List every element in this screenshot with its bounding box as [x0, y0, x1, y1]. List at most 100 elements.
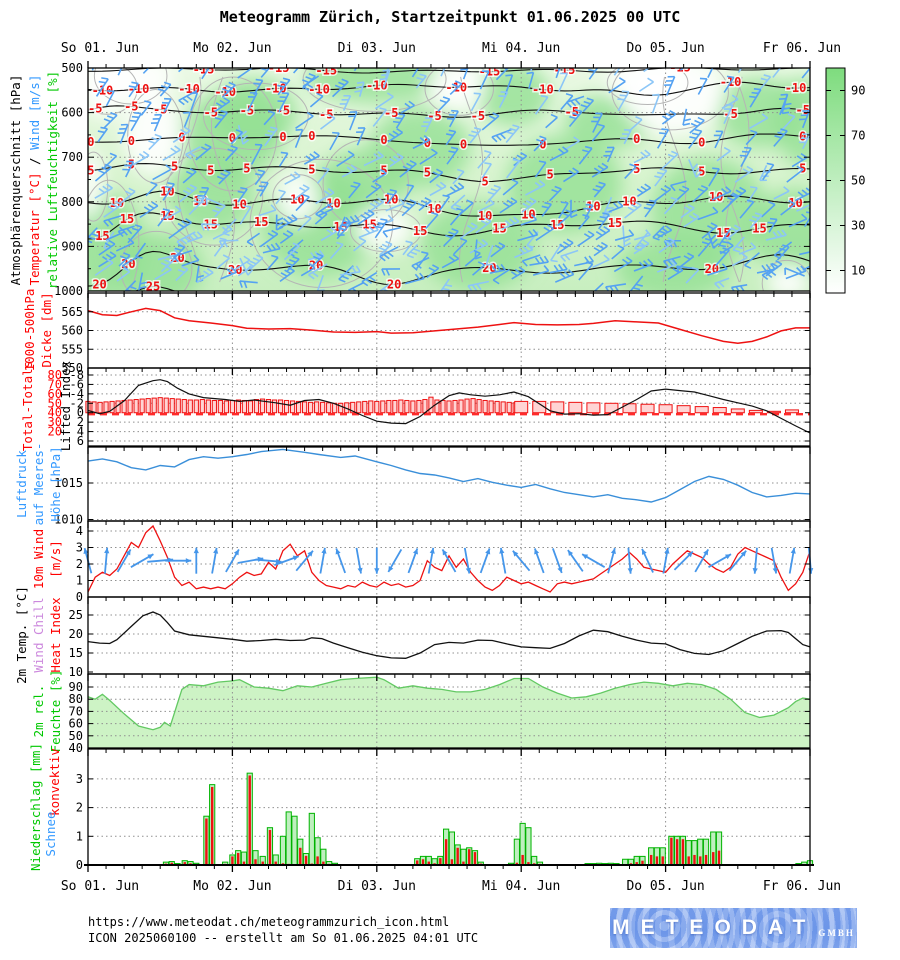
logo-suffix: GMBH: [818, 928, 855, 938]
day-label-bottom: Di 03. Jun: [338, 879, 416, 894]
svg-text:1010: 1010: [54, 513, 83, 527]
contour-label: 15: [752, 221, 766, 235]
contour-label: 0: [128, 134, 135, 148]
precip-convective-bar: [655, 856, 659, 865]
svg-text:Wind Chill: Wind Chill: [31, 597, 46, 672]
svg-text:auf Meeres-: auf Meeres-: [31, 443, 46, 526]
contour-label: 15: [254, 215, 268, 229]
contour-label: -5: [276, 104, 290, 118]
contour-label: 0: [539, 137, 546, 151]
footer-model-info: ICON 2025060100 -- erstellt am So 01.06.…: [88, 931, 479, 945]
svg-text:Temperatur [°C] / Wind [m/s]: Temperatur [°C] / Wind [m/s]: [27, 75, 42, 286]
day-label-top: Mi 04. Jun: [482, 41, 560, 56]
svg-text:20: 20: [69, 627, 83, 641]
axis-label: Total-Totals: [20, 361, 35, 451]
svg-text:10m Wind: 10m Wind: [31, 529, 46, 589]
svg-text:90: 90: [69, 680, 83, 694]
pressure-line: [87, 448, 811, 503]
axis-label: relative Luftfeuchtigkeit [%]: [45, 71, 60, 289]
axis-label: Höhe [hPa]: [48, 446, 63, 521]
contour-label: 10: [326, 196, 340, 210]
colorbar-tick-label: 90: [851, 84, 865, 98]
temp-contour--5: [88, 105, 810, 118]
y-tick-label: 500: [61, 61, 83, 75]
contour-label: 5: [308, 162, 315, 176]
contour-label: 5: [481, 175, 488, 189]
svg-text:2m rel.: 2m rel.: [31, 685, 46, 738]
contour-label: -5: [427, 109, 441, 123]
precip-convective-bar: [693, 854, 696, 865]
temp-contour-5: [88, 163, 810, 183]
svg-text:25: 25: [69, 608, 83, 622]
svg-text:Total-Totals: Total-Totals: [20, 361, 35, 451]
precip-convective-bar: [210, 786, 214, 865]
svg-text:-8: -8: [70, 368, 84, 382]
temperature-contours: -15 -15 -15 -15 -15 -15-10 -10 -10 -10 -10 -10 -10-…: [88, 61, 810, 293]
colorbar-tick-label: 50: [851, 174, 865, 188]
precip-convective-bar: [439, 858, 442, 865]
precip-total-bar: [525, 827, 532, 866]
day-label-bottom: Mo 02. Jun: [193, 879, 271, 894]
svg-text:3: 3: [76, 772, 83, 786]
contour-label: 0: [424, 136, 431, 150]
contour-label: 15: [608, 216, 622, 230]
svg-text:555: 555: [61, 342, 83, 356]
day-labels: So 01. Jun So 01. Jun Mo 02. Jun Mo 02. Jun…: [61, 41, 841, 894]
temp-contour--10: [88, 81, 810, 96]
axis-label: Atmosphärenquerschnitt [hPa]: [8, 75, 23, 286]
temp-contour-0: [88, 133, 810, 146]
precip-convective-bar: [248, 775, 251, 865]
precip-convective-bar: [170, 862, 173, 865]
contour-label: 0: [633, 132, 640, 146]
svg-text:Heat Index: Heat Index: [48, 597, 63, 673]
colorbar-tick-label: 70: [851, 129, 865, 143]
contour-label: -15: [268, 61, 290, 75]
axis-label: Heat Index: [48, 597, 63, 673]
axis-label: konvektiv: [47, 748, 62, 816]
temp-contour-10: [88, 190, 810, 217]
total-totals-bars: [85, 396, 799, 414]
precip-convective-bar: [254, 859, 257, 865]
precip-total-bar: [285, 811, 292, 866]
y-tick-label: 600: [61, 106, 83, 120]
precip-convective-bar: [231, 856, 234, 865]
contour-label: -10: [785, 81, 807, 95]
svg-text:2m Temp. [°C]: 2m Temp. [°C]: [14, 586, 29, 684]
svg-text:560: 560: [61, 324, 83, 338]
footer-url: https://www.meteodat.ch/meteogrammzurich…: [88, 915, 450, 929]
precip-convective-bar: [450, 859, 454, 865]
precip-convective-bar: [521, 854, 524, 865]
axis-label: auf Meeres-: [31, 443, 46, 526]
contour-label: 5: [243, 162, 250, 176]
contour-label: 0: [308, 129, 315, 143]
svg-text:Schnee: Schnee: [43, 811, 58, 856]
precip-convective-bar: [421, 859, 425, 865]
day-label-bottom: So 01. Jun: [61, 879, 139, 894]
precip-convective-bar: [462, 861, 465, 865]
axis-label: Lifted Index: [58, 360, 73, 451]
precip-convective-bar: [468, 849, 471, 865]
precip-convective-bar: [304, 855, 308, 865]
svg-text:40: 40: [69, 741, 83, 755]
svg-text:-4: -4: [70, 387, 84, 401]
precip-convective-bar: [635, 862, 638, 865]
day-label-top: Fr 06. Jun: [763, 41, 841, 56]
meteodat-logo: METEODAT GMBH: [610, 908, 857, 948]
precip-convective-bar: [687, 856, 690, 865]
svg-text:50: 50: [69, 729, 83, 743]
svg-text:2: 2: [76, 801, 83, 815]
svg-text:Atmosphärenquerschnitt [hPa]: Atmosphärenquerschnitt [hPa]: [8, 75, 23, 286]
svg-text:565: 565: [61, 305, 83, 319]
contour-label: 25: [146, 279, 160, 293]
contour-label: 5: [424, 166, 431, 180]
svg-text:2: 2: [77, 415, 84, 429]
temperature-line: [87, 611, 811, 659]
axis-label: [m/s]: [48, 540, 63, 578]
humidity-line: [87, 676, 811, 731]
contour-label: -10: [532, 83, 554, 97]
precip-convective-bar: [681, 839, 685, 865]
svg-text:10: 10: [69, 665, 83, 679]
contour-label: -10: [366, 78, 388, 92]
y-tick-label: 800: [61, 195, 83, 209]
